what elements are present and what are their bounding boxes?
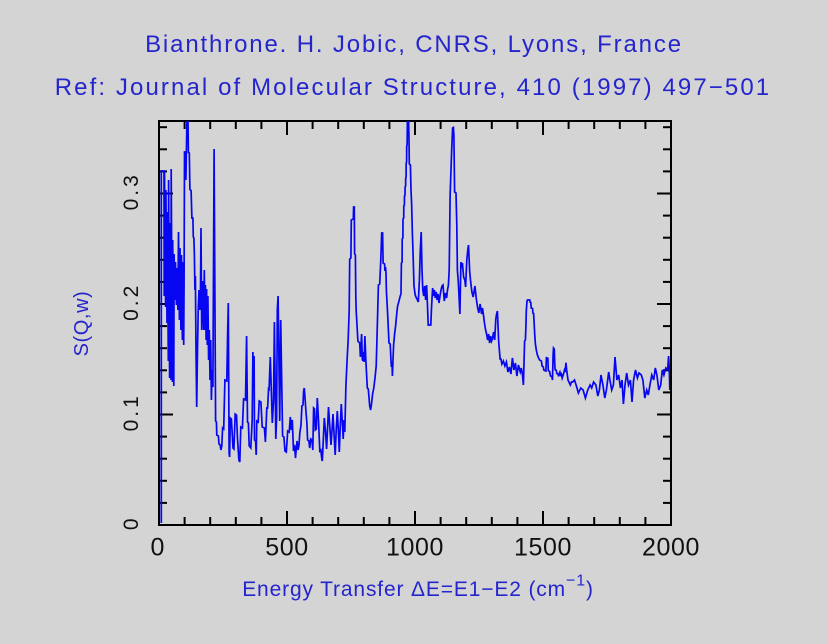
svg-text:1500: 1500: [514, 534, 572, 562]
svg-text:0.1: 0.1: [120, 393, 143, 431]
svg-text:1000: 1000: [386, 534, 444, 562]
svg-text:0: 0: [120, 515, 143, 530]
svg-text:0.3: 0.3: [120, 172, 143, 210]
svg-text:Energy Transfer ΔE=E1−E2 (cm−1: Energy Transfer ΔE=E1−E2 (cm−1): [242, 573, 594, 602]
svg-text:0: 0: [151, 534, 166, 562]
svg-text:500: 500: [265, 534, 309, 562]
svg-text:2000: 2000: [642, 534, 700, 562]
svg-text:Bianthrone. H. Jobic, CNRS, Ly: Bianthrone. H. Jobic, CNRS, Lyons, Franc…: [145, 31, 683, 58]
svg-text:Ref: Journal of Molecular Stru: Ref: Journal of Molecular Structure, 410…: [55, 74, 772, 101]
svg-text:S(Q,w): S(Q,w): [71, 291, 93, 357]
svg-text:0.2: 0.2: [120, 283, 143, 321]
